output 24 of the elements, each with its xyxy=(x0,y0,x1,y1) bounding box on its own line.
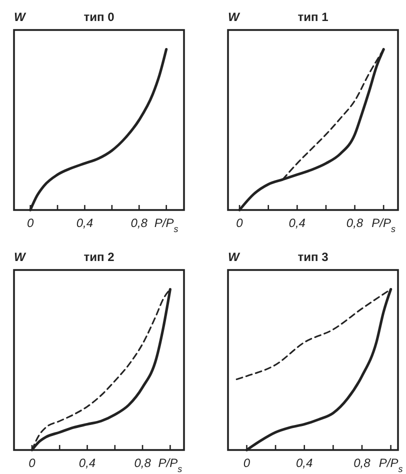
y-axis-title: W xyxy=(14,250,27,264)
y-axis-title: W xyxy=(228,250,241,264)
chart-title: тип 3 xyxy=(298,250,329,264)
x-tick-label: 0,4 xyxy=(296,456,314,470)
x-tick-label: 0,8 xyxy=(134,456,152,470)
chart-title: тип 0 xyxy=(84,10,115,24)
x-tick-label: 0,8 xyxy=(130,216,148,230)
y-axis-title: W xyxy=(14,10,27,24)
y-axis-title: W xyxy=(228,10,241,24)
x-axis-title: P/P$_{s}$ xyxy=(158,456,183,474)
x-tick-label: 0 xyxy=(243,456,250,470)
x-axis-title: P/P$_{s}$ xyxy=(154,216,179,234)
chart-title: тип 2 xyxy=(84,250,115,264)
x-tick-label: 0,4 xyxy=(78,456,96,470)
x-axis-title: P/P$_{s}$ xyxy=(378,456,404,474)
x-tick-label: 0 xyxy=(28,456,36,470)
x-tick-label: 0 xyxy=(236,216,244,230)
x-tick-label: 0,8 xyxy=(354,456,371,470)
x-tick-label: 0,8 xyxy=(346,216,364,230)
chart-title: тип 1 xyxy=(298,10,329,24)
x-tick-label: 0 xyxy=(26,216,34,230)
x-tick-label: 0,4 xyxy=(288,216,306,230)
x-axis-title: P/P$_{s}$ xyxy=(372,216,396,234)
x-tick-label: 0,4 xyxy=(76,216,94,230)
